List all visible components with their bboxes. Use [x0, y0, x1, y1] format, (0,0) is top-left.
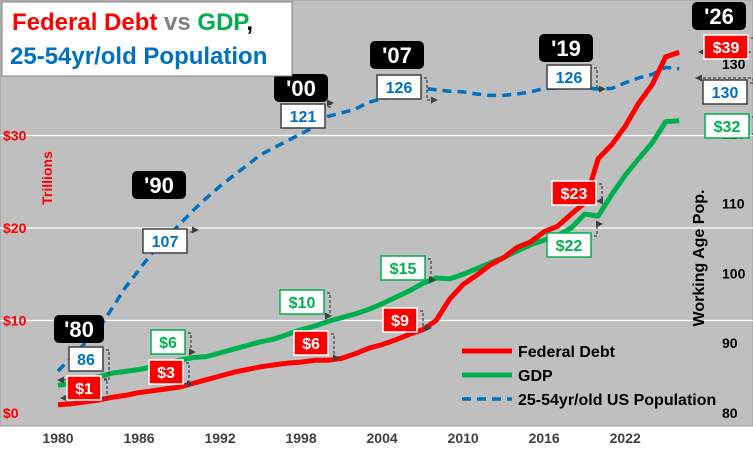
callout-box-gdp: [279, 289, 325, 315]
callout-value-debt: $39: [713, 40, 740, 57]
chart-title-line2: 25-54yr/old Population: [10, 43, 267, 70]
series-line-federal-debt: [57, 49, 681, 408]
callout-value-gdp: $22: [556, 238, 583, 255]
callout-value-debt: $1: [75, 381, 93, 398]
callout-connector: [183, 332, 196, 356]
y-left-tick-label: $10: [3, 313, 27, 329]
y-right-tick-label: 130: [722, 56, 746, 72]
year-label-text: '19: [551, 36, 581, 61]
x-tick-label: 1986: [123, 430, 154, 446]
y-right-tick-label: 110: [722, 196, 745, 212]
callout-box-debt: [66, 375, 102, 401]
x-tick-label: 2010: [448, 430, 479, 446]
year-labels: '80 '90 '00 '07 '19 '26: [54, 2, 746, 343]
x-tick-label: 1998: [285, 430, 316, 446]
y-left-axis-label: Trillions: [39, 151, 55, 205]
callout-connector: [695, 74, 753, 84]
y-left-tick-label: $20: [3, 220, 27, 236]
callout-labels: $1 $3 $6 $9 $23 $39 $6 $10 $15 $22 $32 86 107 121 126 1…: [66, 34, 750, 401]
year-label-box: [692, 2, 746, 30]
callout-value-gdp: $15: [390, 261, 417, 278]
callout-value-pop: 86: [77, 352, 95, 369]
callout-box-debt: [148, 359, 184, 385]
title-background: [1, 1, 293, 77]
y-right-axis-label: Working Age Pop.: [691, 190, 708, 327]
callout-value-pop: 121: [290, 109, 317, 126]
callout-box-pop: [142, 228, 188, 254]
callout-connector: [326, 333, 340, 362]
callout-value-pop: 126: [556, 70, 583, 87]
year-label-box: [132, 171, 186, 199]
gridlines: [0, 134, 753, 322]
callout-box-gdp: [546, 232, 592, 258]
callout-connector: [594, 183, 603, 205]
callout-box-pop: [546, 64, 592, 90]
y-right-tick-label: 80: [722, 405, 738, 421]
chart-title-line1: Federal Debt vs GDP,: [12, 9, 253, 36]
callout-box-gdp: [150, 329, 186, 355]
title-gdp-text: GDP: [197, 9, 249, 36]
title-vs-text: vs: [157, 9, 197, 36]
callout-connector: [415, 310, 432, 332]
x-tick-label: 2016: [529, 430, 560, 446]
year-label-text: '00: [286, 76, 316, 101]
legend-label-debt: Federal Debt: [518, 344, 616, 361]
callout-box-gdp: [704, 113, 750, 139]
callout-value-pop: 130: [712, 85, 739, 102]
year-label-box: [54, 315, 104, 343]
year-label-text: '80: [64, 317, 94, 342]
callout-connector: [423, 258, 436, 284]
x-tick-label: 2004: [367, 430, 398, 446]
callout-box-pop: [702, 79, 748, 105]
callout-box-gdp: [380, 255, 426, 281]
callout-box-pop: [376, 74, 422, 100]
year-label-text: '07: [382, 43, 412, 68]
callout-connector: [181, 362, 194, 388]
y-left-axis-ticks: $0 $10 $20 $30: [3, 128, 27, 422]
callout-value-debt: $6: [302, 336, 320, 353]
year-label-text: '90: [144, 173, 174, 198]
callout-box-debt: [382, 307, 418, 333]
callout-box-pop: [280, 103, 326, 129]
callout-connector: [60, 378, 108, 402]
year-label-text: '26: [704, 4, 734, 29]
callout-value-gdp: $32: [714, 119, 741, 136]
callout-connector: [589, 67, 606, 93]
x-tick-label: 2022: [610, 430, 641, 446]
title-debt-text: Federal Debt: [12, 9, 157, 36]
callout-value-pop: 126: [386, 80, 413, 97]
y-left-tick-label: $30: [3, 128, 27, 144]
callout-value-gdp: $6: [159, 335, 177, 352]
x-tick-label: 1992: [204, 430, 235, 446]
y-left-tick-label: $0: [3, 405, 19, 421]
title-comma-text: ,: [246, 9, 253, 36]
year-label-box: [370, 41, 424, 69]
y-right-tick-label: 100: [722, 265, 746, 281]
x-tick-label: 1980: [42, 430, 73, 446]
callout-box-debt: [293, 330, 329, 356]
y-right-tick-label: 90: [722, 335, 738, 351]
callout-value-debt: $3: [157, 365, 175, 382]
year-label-box: [274, 74, 328, 102]
legend-label-gdp: GDP: [518, 368, 553, 385]
title-box: Federal Debt vs GDP, 25-54yr/old Populat…: [1, 1, 293, 77]
callout-box-pop: [68, 346, 104, 372]
callout-value-debt: $9: [391, 313, 409, 330]
x-axis-ticks: 1980 1986 1992 1998 2004 2010 2016 2022: [42, 430, 641, 446]
callout-value-gdp: $10: [289, 295, 316, 312]
callout-value-debt: $23: [561, 186, 588, 203]
callout-connector: [589, 220, 603, 237]
legend-label-population: 25-54yr/old US Population: [518, 392, 716, 409]
callout-connector: [185, 226, 199, 234]
callout-value-pop: 107: [152, 234, 179, 251]
callout-box-debt: [551, 180, 597, 206]
legend: Federal Debt GDP 25-54yr/old US Populati…: [462, 344, 716, 409]
callout-connector: [323, 99, 334, 108]
callout-box-debt: [703, 34, 749, 60]
year-label-box: [539, 34, 593, 62]
